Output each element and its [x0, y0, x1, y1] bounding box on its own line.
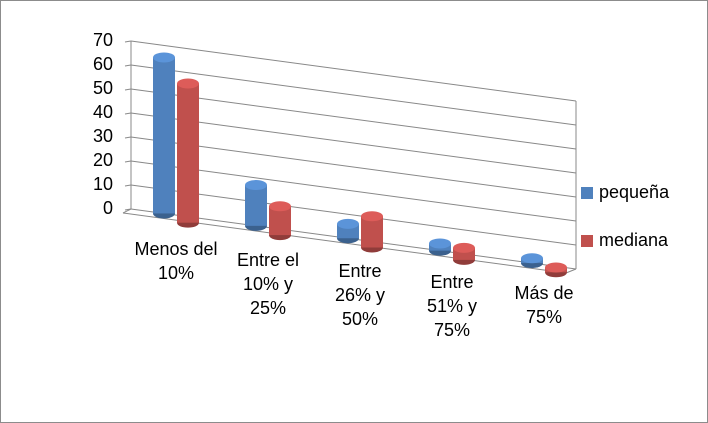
x-tick-label: Entre 51% y 75% — [426, 272, 478, 340]
bar-top — [545, 262, 567, 273]
x-tick-label: Entre el 10% y 25% — [236, 250, 300, 318]
bar-top — [177, 78, 199, 89]
y-tick-label: 60 — [93, 54, 113, 74]
bar-top — [153, 52, 175, 63]
grid-line — [130, 184, 577, 246]
bar — [177, 83, 199, 223]
legend-swatch — [581, 187, 593, 199]
tick-mark — [124, 88, 132, 91]
bar-top — [245, 180, 267, 191]
bar — [453, 247, 475, 260]
tick-mark — [124, 64, 132, 67]
x-tick-label: Más de 75% — [514, 283, 574, 327]
bar — [361, 216, 383, 248]
bar-top — [361, 211, 383, 222]
x-tick-label: Entre 26% y 50% — [334, 261, 386, 329]
tick-mark — [124, 112, 132, 115]
bar-top — [429, 238, 451, 249]
bar-top — [337, 218, 359, 229]
legend-swatch — [581, 235, 593, 247]
bar-top — [521, 253, 543, 264]
y-tick-label: 0 — [103, 198, 113, 218]
tick-mark — [124, 40, 132, 43]
grid-line — [130, 40, 577, 102]
tick-mark — [124, 160, 132, 163]
legend-label: mediana — [599, 230, 669, 250]
legend-label: pequeña — [599, 182, 670, 202]
y-tick-label: 30 — [93, 126, 113, 146]
x-tick-label: Menos del 10% — [134, 239, 218, 283]
y-tick-label: 50 — [93, 78, 113, 98]
floor-right — [565, 268, 577, 274]
y-tick-label: 10 — [93, 174, 113, 194]
bar — [245, 185, 267, 226]
y-tick-label: 20 — [93, 150, 113, 170]
bar-top — [453, 242, 475, 253]
grid-line — [130, 64, 577, 126]
tick-mark — [124, 136, 132, 139]
tick-mark — [124, 184, 132, 187]
bar — [153, 57, 175, 214]
grid-line — [130, 136, 577, 198]
y-tick-label: 40 — [93, 102, 113, 122]
tick-mark — [124, 208, 132, 211]
bar-top — [269, 201, 291, 212]
grid-line — [130, 112, 577, 174]
grid-line — [130, 88, 577, 150]
y-tick-label: 70 — [93, 30, 113, 50]
grid-line — [130, 160, 577, 222]
bar — [269, 206, 291, 236]
